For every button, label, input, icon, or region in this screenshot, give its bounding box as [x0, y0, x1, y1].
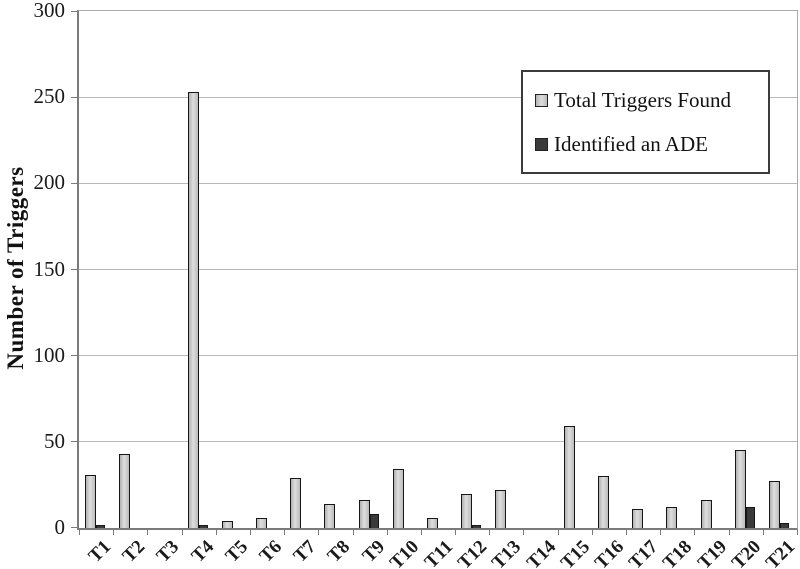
bar-ade-T4: [198, 525, 208, 528]
y-tick-label-200: 200: [33, 170, 66, 195]
x-tick-mark-15: [591, 530, 593, 535]
bar-total-T10: [392, 469, 404, 528]
bar-total-T8: [324, 504, 336, 528]
x-tick-mark-7: [318, 530, 320, 535]
bar-total-T11: [427, 518, 438, 528]
x-tick-mark-11: [455, 530, 457, 535]
bar-total-T20: [734, 450, 746, 528]
y-tick-label-300: 300: [33, 0, 66, 22]
legend-item-identified-ade: Identified an ADE: [535, 132, 764, 157]
legend: Total Triggers Found Identified an ADE: [521, 70, 770, 174]
y-tick-mark-250: [71, 96, 78, 98]
x-tick-mark-10: [420, 530, 422, 535]
x-tick-mark-1: [113, 530, 115, 535]
bar-total-T5: [221, 521, 233, 528]
x-tick-mark-4: [215, 530, 217, 535]
y-tick-mark-300: [71, 11, 78, 12]
y-tick-label-0: 0: [54, 515, 66, 539]
bar-total-T2: [119, 454, 131, 528]
legend-swatch-icon: [535, 93, 548, 107]
x-tick-mark-6: [284, 530, 286, 535]
bar-total-T13: [495, 490, 507, 528]
bar-total-T6: [256, 518, 268, 528]
x-tick-mark-19: [728, 530, 730, 535]
legend-item-total-triggers: Total Triggers Found: [535, 88, 764, 113]
y-tick-mark-50: [71, 441, 78, 443]
gridline-150: [79, 269, 797, 270]
y-tick-label-150: 150: [33, 256, 66, 281]
bar-ade-T9: [369, 514, 379, 528]
x-tick-mark-18: [694, 530, 696, 535]
x-tick-mark-9: [386, 530, 388, 535]
x-tick-mark-2: [147, 530, 149, 535]
x-tick-mark-13: [523, 530, 525, 535]
gridline-100: [79, 355, 797, 357]
bar-ade-T20: [745, 507, 755, 528]
y-tick-mark-150: [71, 269, 78, 270]
bar-total-T1: [85, 475, 97, 528]
y-tick-mark-200: [71, 182, 78, 184]
legend-label: Total Triggers Found: [554, 87, 732, 112]
bar-total-T12: [461, 494, 473, 528]
x-tick-mark-16: [626, 530, 628, 535]
gridline-200: [79, 182, 797, 184]
y-tick-mark-100: [71, 355, 78, 357]
x-tick-mark-0: [79, 530, 80, 535]
bar-total-T9: [358, 500, 370, 528]
y-tick-label-100: 100: [33, 342, 66, 367]
gridline-250: [79, 96, 797, 98]
y-tick-mark-0: [71, 527, 78, 528]
bar-total-T7: [290, 478, 302, 528]
x-tick-mark-20: [762, 530, 764, 535]
legend-label: Identified an ADE: [554, 131, 708, 156]
bar-ade-T12: [472, 525, 482, 528]
x-tick-label-T1: T1: [84, 536, 116, 567]
x-tick-mark-14: [557, 530, 559, 535]
bar-total-T19: [700, 500, 712, 528]
y-tick-label-250: 250: [33, 84, 66, 109]
bar-ade-T21: [779, 523, 789, 528]
bar-total-T16: [597, 476, 609, 528]
bar-ade-T1: [96, 525, 106, 528]
bar-total-T15: [563, 426, 575, 528]
x-tick-mark-5: [249, 530, 251, 535]
x-tick-mark-21: [797, 530, 798, 535]
bar-total-T4: [187, 92, 199, 528]
x-tick-mark-8: [352, 530, 354, 535]
x-tick-mark-3: [181, 530, 183, 535]
bar-total-T17: [632, 509, 644, 528]
legend-swatch-icon: [535, 137, 548, 151]
x-tick-mark-12: [489, 530, 491, 535]
bar-total-T18: [666, 507, 678, 528]
gridline-50: [79, 441, 797, 443]
x-tick-mark-17: [660, 530, 662, 535]
y-tick-label-50: 50: [44, 428, 65, 453]
bar-total-T21: [768, 481, 780, 528]
